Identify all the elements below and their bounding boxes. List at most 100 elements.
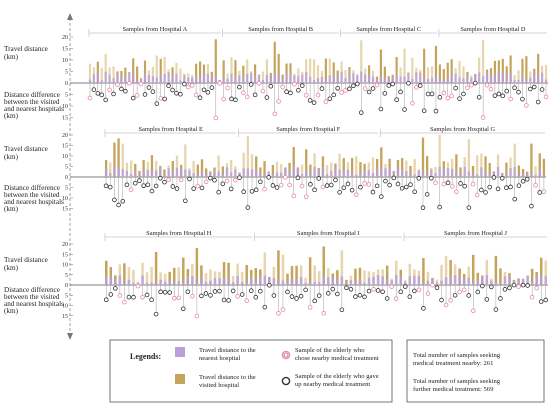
bar-nearest-2-1-22 <box>192 173 195 177</box>
bar-nearest-2-3-28 <box>492 171 496 177</box>
bar-visited-2-2-11 <box>280 164 283 177</box>
legend-chose-label-2: chose nearby medical treatment <box>295 355 379 362</box>
diff-marker-3-2-8 <box>285 289 290 295</box>
bar-visited-2-3-32 <box>509 157 512 177</box>
bar-nearest-1-1-30 <box>202 71 206 83</box>
bar-nearest-1-1-1 <box>88 79 92 83</box>
row-2-diff-label-2: between the visited <box>4 191 60 199</box>
bar-nearest-1-4-21 <box>517 79 520 83</box>
bar-nearest-3-3-7 <box>431 278 434 285</box>
bar-nearest-1-1-27 <box>191 77 194 83</box>
diff-marker-3-1-13 <box>158 289 163 295</box>
diff-marker-3-2-24 <box>357 292 363 298</box>
bar-visited-1-1-17 <box>151 66 154 83</box>
bar-nearest-1-3-6 <box>360 71 363 83</box>
legend-border <box>109 339 393 403</box>
diff-marker-3-1-19 <box>185 289 191 295</box>
diff-marker-1-1-29 <box>197 95 203 101</box>
diff-marker-1-4-25 <box>531 84 537 90</box>
bar-nearest-1-3-22 <box>423 77 426 83</box>
diff-marker-1-2-24 <box>311 100 317 105</box>
bar-nearest-3-2-3 <box>263 275 267 285</box>
diff-marker-3-2-4 <box>267 282 272 288</box>
diff-marker-3-3-15 <box>466 293 472 298</box>
bar-visited-3-2-13 <box>308 257 312 285</box>
diff-marker-1-1-23 <box>174 90 179 96</box>
bar-nearest-1-1-3 <box>96 72 99 83</box>
bar-nearest-1-4-6 <box>458 77 461 83</box>
row-3-travel-label-1: Travel distance <box>4 256 48 264</box>
bar-visited-3-3-32 <box>544 260 547 285</box>
diff-marker-2-1-2 <box>107 184 113 190</box>
bar-visited-3-2-15 <box>317 271 321 285</box>
diff-marker-1-2-13 <box>268 83 274 89</box>
bar-nearest-3-1-23 <box>204 281 208 285</box>
diff-marker-2-1-30 <box>224 178 230 184</box>
bar-nearest-2-2-1 <box>238 173 241 177</box>
bar-visited-3-2-23 <box>354 268 357 285</box>
diff-marker-1-3-5 <box>355 81 360 87</box>
bar-nearest-2-2-18 <box>309 172 312 177</box>
diff-marker-2-1-10 <box>141 183 146 188</box>
diff-marker-1-1-16 <box>146 85 152 90</box>
hospital-3-3-label: Samples from Hospital J <box>444 230 508 237</box>
bar-visited-3-3-5 <box>422 258 425 285</box>
row-1-diff-label-4: (km) <box>4 112 19 120</box>
bar-nearest-2-2-13 <box>288 171 291 177</box>
bar-nearest-2-3-36 <box>526 174 529 177</box>
row-2-panel: 20 15 10 5 0 5 10 15 Samples from Hospital E Samp… <box>62 126 547 213</box>
bar-nearest-3-2-7 <box>281 280 285 285</box>
bar-visited-3-1-2 <box>109 267 113 285</box>
diff-marker-1-3-6 <box>358 110 364 115</box>
bar-nearest-2-1-1 <box>104 169 108 177</box>
diff-marker-3-1-33 <box>248 288 254 293</box>
bar-visited-1-4-24 <box>529 71 532 83</box>
legend-swatch-visited <box>175 374 185 384</box>
bar-visited-2-1-25 <box>205 168 208 177</box>
bar-nearest-2-3-4 <box>392 172 395 177</box>
bar-nearest-3-2-13 <box>308 280 312 285</box>
bar-visited-1-4-26 <box>537 53 540 83</box>
bar-nearest-2-2-33 <box>371 173 375 177</box>
bar-nearest-1-1-31 <box>206 73 209 83</box>
bar-nearest-2-1-6 <box>125 170 129 177</box>
bar-nearest-1-2-3 <box>230 73 233 83</box>
diff-marker-3-3-19 <box>484 297 490 302</box>
row-3-travel-label-2: (km) <box>4 264 19 272</box>
diff-marker-1-3-19 <box>410 100 415 106</box>
diff-marker-2-3-18 <box>449 184 455 189</box>
bar-visited-2-2-5 <box>255 156 258 177</box>
bar-nearest-1-1-21 <box>167 72 170 83</box>
bar-visited-2-2-30 <box>359 162 362 177</box>
axis-arrow-up <box>67 13 73 20</box>
bar-visited-3-2-9 <box>290 266 294 285</box>
row-1-tick-top-5: 5 <box>65 70 68 76</box>
bar-visited-3-2-3 <box>263 252 267 285</box>
bar-visited-1-2-1 <box>222 60 225 83</box>
diff-marker-2-2-15 <box>295 175 301 181</box>
diff-marker-2-1-18 <box>174 186 180 191</box>
diff-marker-2-1-1 <box>103 183 109 189</box>
diff-marker-1-4-15 <box>492 93 498 98</box>
bar-visited-2-3-33 <box>513 143 516 177</box>
bar-nearest-2-3-38 <box>534 174 537 177</box>
diff-marker-1-3-16 <box>398 89 403 95</box>
diff-marker-3-3-27 <box>520 282 526 288</box>
diff-marker-1-1-11 <box>126 80 132 86</box>
bar-visited-1-2-20 <box>297 68 300 83</box>
bar-nearest-1-2-25 <box>316 78 320 83</box>
bar-nearest-1-1-28 <box>195 76 198 83</box>
bar-nearest-3-1-7 <box>132 282 135 285</box>
bar-nearest-3-2-15 <box>317 282 321 285</box>
diff-marker-1-3-25 <box>433 108 439 114</box>
bar-nearest-1-2-10 <box>257 74 261 83</box>
bar-visited-2-3-34 <box>517 165 521 177</box>
diff-marker-1-1-28 <box>193 92 199 98</box>
bar-nearest-2-1-13 <box>154 170 158 177</box>
diff-marker-2-3-34 <box>516 183 522 188</box>
bar-nearest-2-3-1 <box>380 167 383 177</box>
bar-nearest-3-3-20 <box>490 280 493 285</box>
bar-visited-1-4-4 <box>450 59 453 83</box>
diff-marker-3-2-21 <box>344 285 349 291</box>
